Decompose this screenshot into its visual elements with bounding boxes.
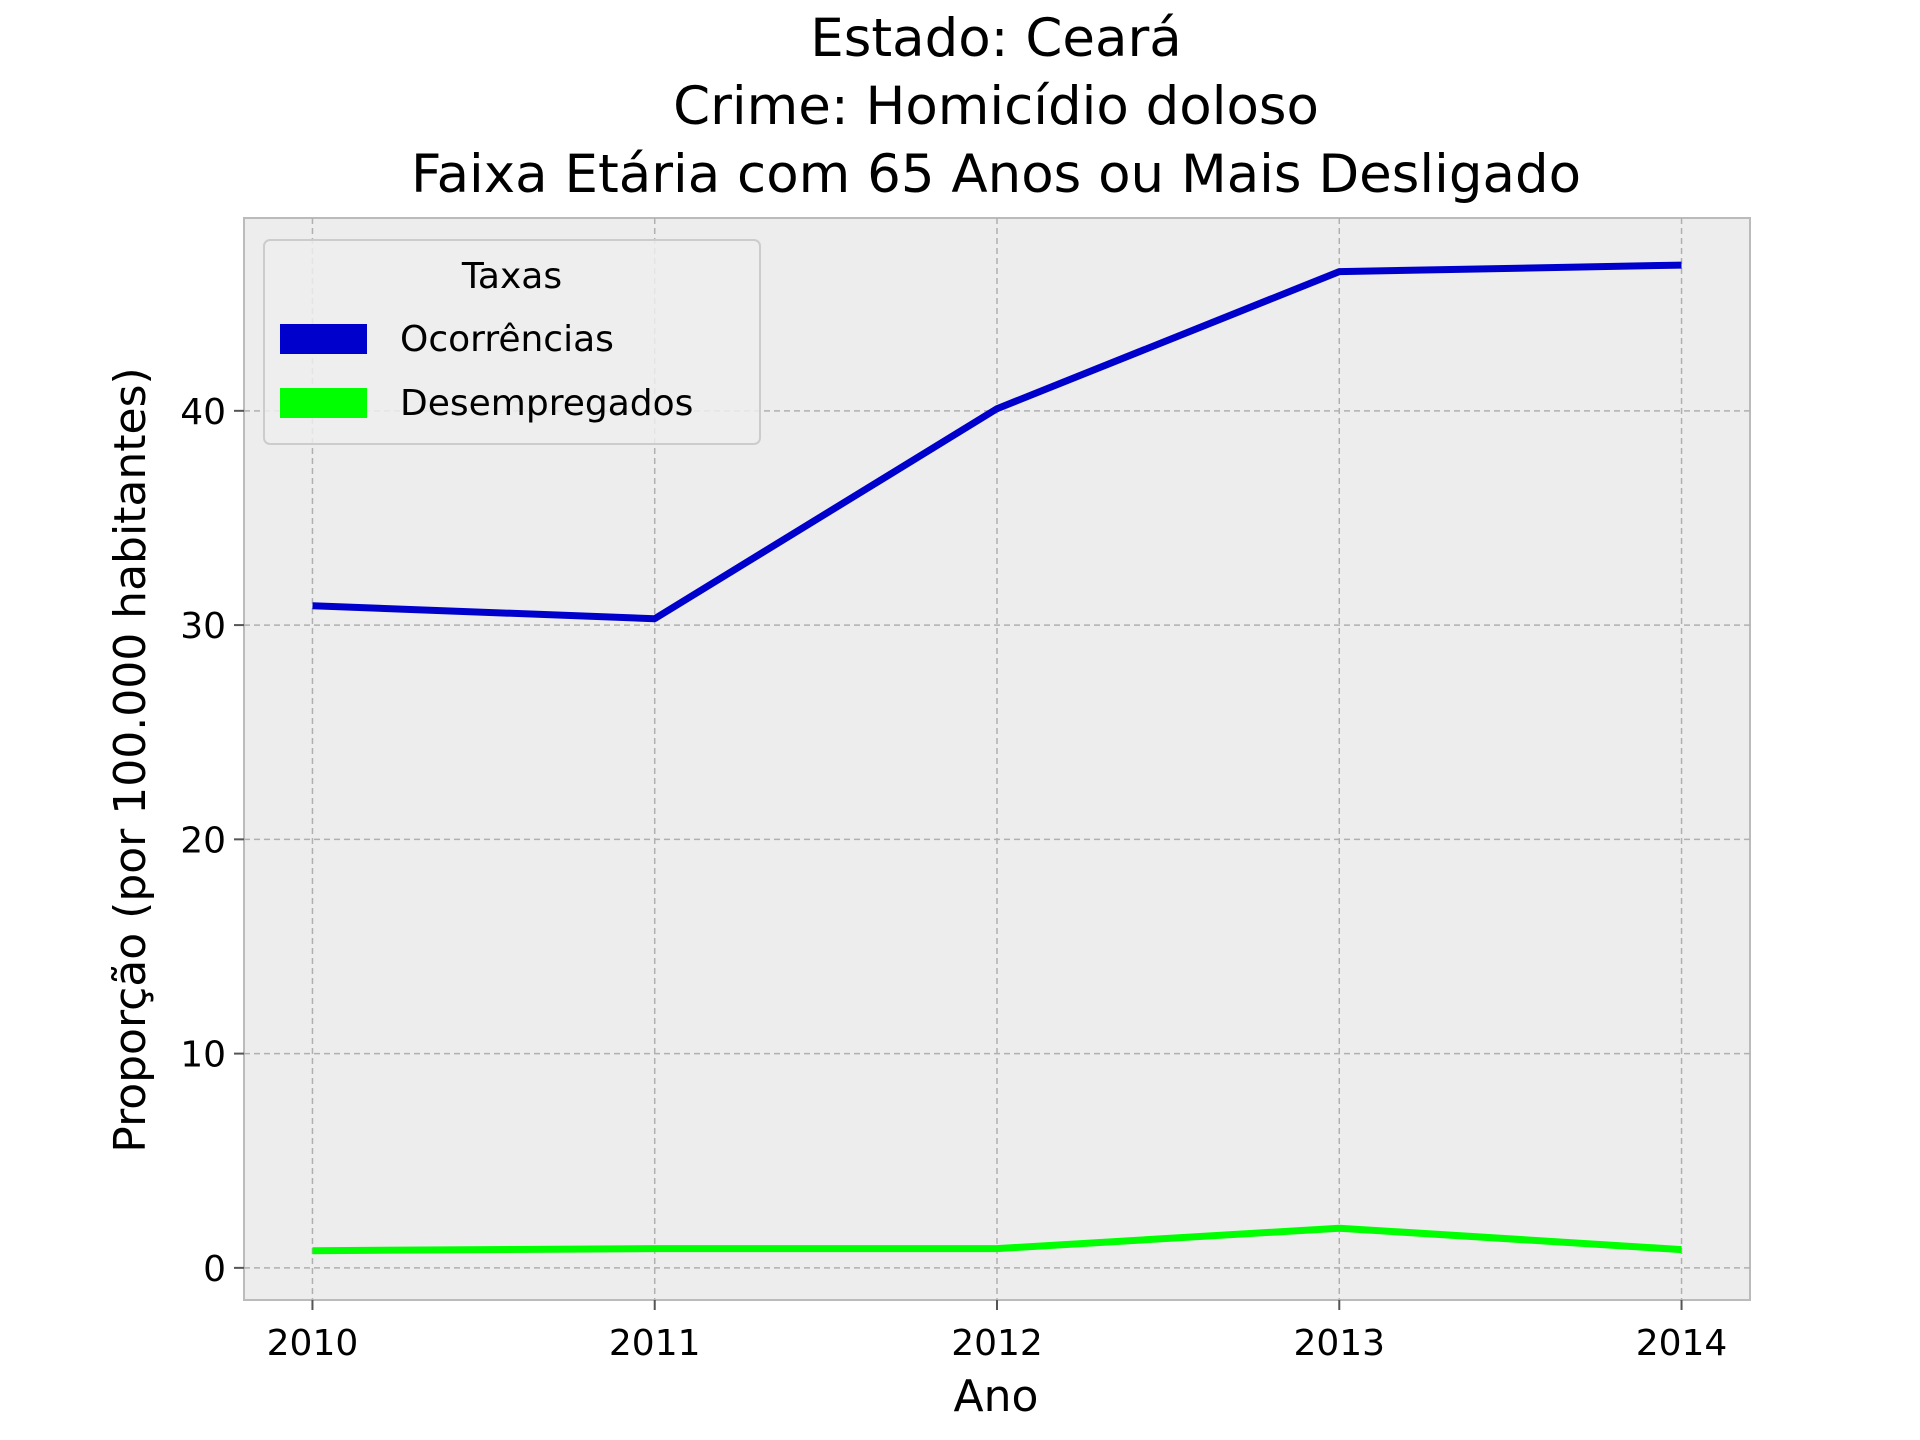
chart-title-line-1: Estado: Ceará [810, 8, 1182, 69]
legend-title: Taxas [461, 256, 562, 297]
series-line-desempregados [312, 1224, 1682, 1255]
x-tick-label: 2014 [1636, 1323, 1728, 1364]
y-tick-label: 30 [180, 606, 226, 647]
x-tick-label: 2012 [951, 1323, 1043, 1364]
y-tick-label: 10 [180, 1035, 226, 1076]
chart-title: Estado: Ceará Crime: Homicídio doloso Fa… [411, 8, 1581, 205]
x-axis-ticks: 2010 2011 2012 2013 2014 [267, 1300, 1728, 1364]
legend-box [263, 239, 761, 445]
legend-label-desempregados: Desempregados [400, 383, 693, 424]
x-tick-label: 2010 [267, 1323, 359, 1364]
series-line-ocorrencias [312, 261, 1682, 623]
legend-label-ocorrencias: Ocorrências [400, 319, 614, 360]
series-lines [312, 261, 1682, 1255]
y-tick-label: 20 [180, 820, 226, 861]
chart-title-line-3: Faixa Etária com 65 Anos ou Mais Desliga… [411, 144, 1581, 205]
x-axis-label: Ano [954, 1371, 1039, 1422]
y-axis-label: Proporção (por 100.000 habitantes) [105, 367, 156, 1152]
y-axis-ticks: 0 10 20 30 40 [180, 392, 244, 1290]
legend-swatch-ocorrencias [280, 324, 367, 354]
x-tick-label: 2013 [1293, 1323, 1385, 1364]
chart-title-line-2: Crime: Homicídio doloso [673, 76, 1319, 137]
y-tick-label: 0 [203, 1249, 226, 1290]
y-tick-label: 40 [180, 392, 226, 433]
legend-swatch-desempregados [280, 388, 367, 418]
x-tick-label: 2011 [609, 1323, 701, 1364]
legend: Taxas Ocorrências Desempregados [263, 239, 761, 445]
